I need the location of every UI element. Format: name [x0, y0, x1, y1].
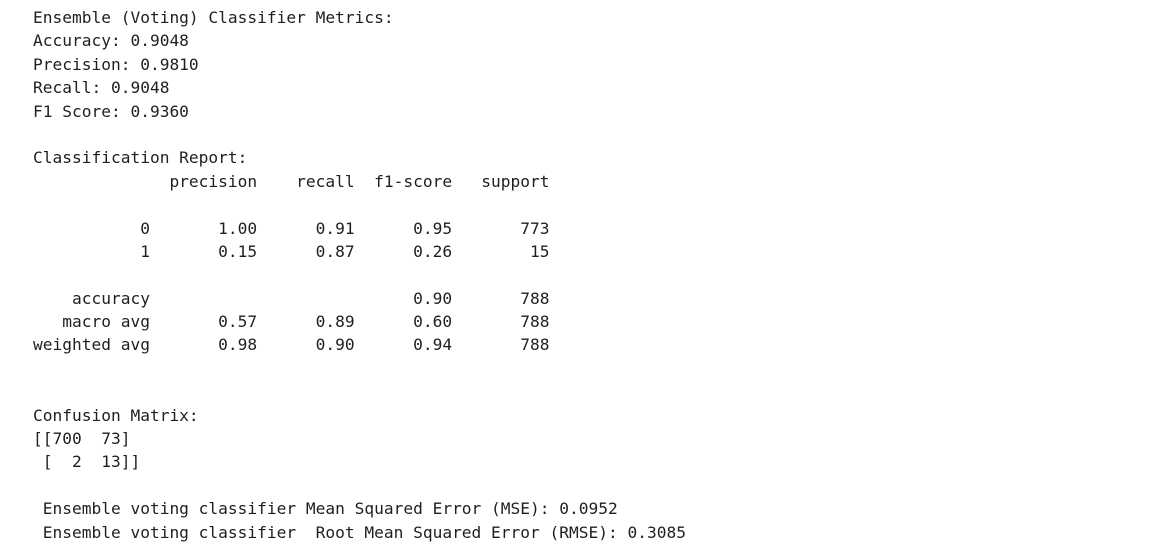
- accuracy-line: Accuracy: 0.9048: [33, 31, 189, 51]
- precision-line: Precision: 0.9810: [33, 54, 199, 74]
- blank-line: [33, 474, 686, 497]
- blank-line: [33, 380, 686, 403]
- rmse-line: Ensemble voting classifier Root Mean Squ…: [33, 522, 686, 542]
- classification-report-heading: Classification Report:: [33, 148, 248, 168]
- report-row-macro-avg: macro avg 0.57 0.89 0.60 788: [33, 312, 550, 332]
- report-row-class-1: 1 0.15 0.87 0.26 15: [33, 241, 550, 261]
- confusion-matrix-row-0: [[700 73]: [33, 429, 131, 449]
- report-row-accuracy: accuracy 0.90 788: [33, 288, 550, 308]
- blank-line: [33, 263, 686, 286]
- report-row-weighted-avg: weighted avg 0.98 0.90 0.94 788: [33, 335, 550, 355]
- metrics-heading: Ensemble (Voting) Classifier Metrics:: [33, 8, 394, 27]
- blank-line: [33, 123, 686, 146]
- recall-line: Recall: 0.9048: [33, 78, 170, 98]
- cell-output: Ensemble (Voting) Classifier Metrics: Acc…: [33, 6, 686, 544]
- report-header-row: precision recall f1-score support: [33, 171, 550, 191]
- confusion-matrix-heading: Confusion Matrix:: [33, 405, 199, 425]
- blank-line: [33, 193, 686, 216]
- f1-score-line: F1 Score: 0.9360: [33, 101, 189, 121]
- report-row-class-0: 0 1.00 0.91 0.95 773: [33, 218, 550, 238]
- blank-line: [33, 357, 686, 380]
- confusion-matrix-row-1: [ 2 13]]: [33, 452, 141, 472]
- mse-line: Ensemble voting classifier Mean Squared …: [33, 499, 618, 519]
